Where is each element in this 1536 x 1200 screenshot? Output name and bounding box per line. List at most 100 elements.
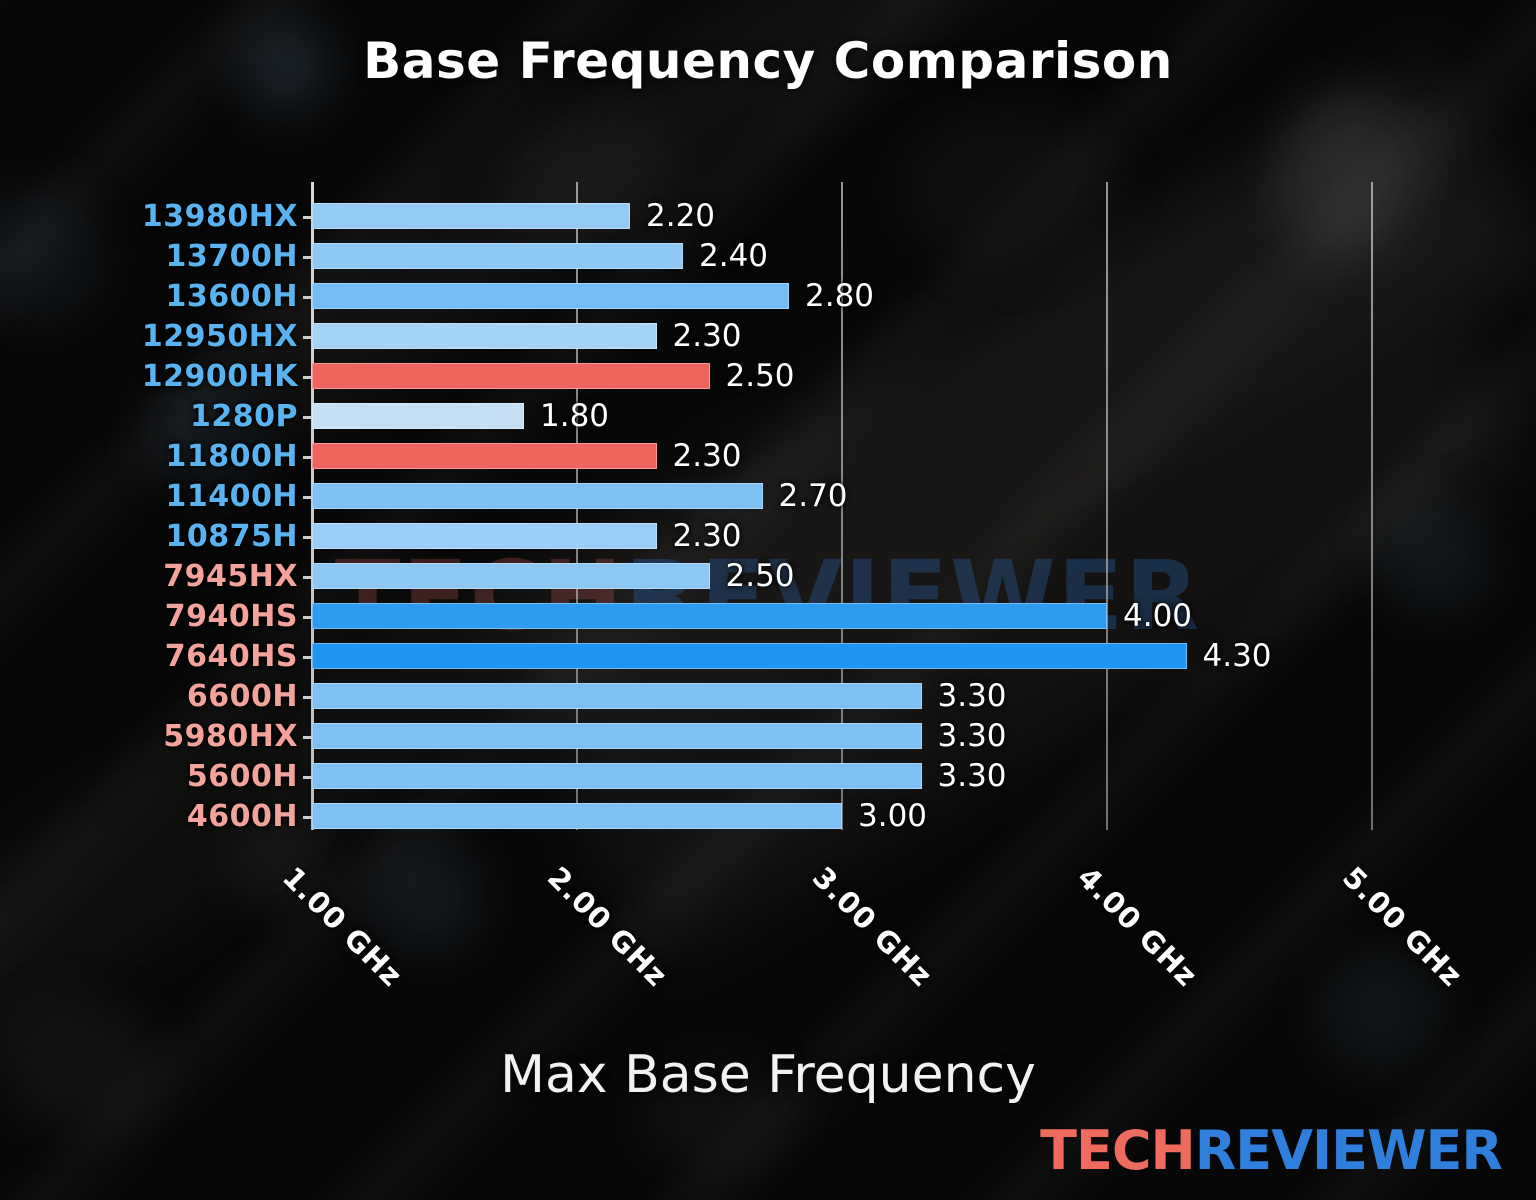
x-axis-tick-label: 3.00 GHz <box>805 860 940 994</box>
category-label-5980hx: 5980HX <box>163 718 298 754</box>
background-bokeh-9 <box>0 1000 160 1130</box>
background-bokeh-2 <box>150 370 270 490</box>
background-bokeh-8 <box>1320 950 1440 1070</box>
y-axis-tick <box>303 736 312 739</box>
category-label-7640hs: 7640HS <box>164 638 298 674</box>
category-label-13700h: 13700H <box>165 238 298 274</box>
logo-tech-text: TECH <box>1040 1119 1196 1182</box>
category-label-7945hx: 7945HX <box>163 558 298 594</box>
background-bokeh-12 <box>900 110 1120 270</box>
category-label-4600h: 4600H <box>186 798 298 834</box>
bar-11800h[interactable] <box>312 443 657 469</box>
category-label-13600h: 13600H <box>165 278 298 314</box>
y-axis-tick <box>303 336 312 339</box>
bar-12900hk[interactable] <box>312 363 710 389</box>
bar-13600h[interactable] <box>312 283 789 309</box>
y-axis-tick <box>303 776 312 779</box>
bar-value-label-12900hk: 2.50 <box>725 358 795 394</box>
y-axis-tick <box>303 296 312 299</box>
logo-reviewer-text: REVIEWER <box>1194 1119 1503 1182</box>
bar-row: 7945HX 2.50 <box>0 556 1536 596</box>
x-axis-tick-label: 2.00 GHz <box>540 860 675 994</box>
bar-value-label-13700h: 2.40 <box>699 238 769 274</box>
gridline-5-00-ghz <box>1371 182 1373 830</box>
y-axis-tick <box>303 656 312 659</box>
category-label-13980hx: 13980HX <box>141 198 298 234</box>
category-label-12950hx: 12950HX <box>141 318 298 354</box>
bar-row: 4600H 3.00 <box>0 796 1536 836</box>
background-bokeh-3 <box>0 190 100 320</box>
bar-value-label-13600h: 2.80 <box>805 278 875 314</box>
bar-value-label-11400h: 2.70 <box>778 478 848 514</box>
bar-row: 1280P 1.80 <box>0 396 1536 436</box>
x-axis-tick-label: 4.00 GHz <box>1070 860 1205 994</box>
background-bokeh-4 <box>370 840 480 950</box>
x-axis-tick-label: 5.00 GHz <box>1335 860 1470 994</box>
bar-value-label-4600h: 3.00 <box>858 798 928 834</box>
bar-row: 5600H 3.30 <box>0 756 1536 796</box>
y-axis-tick <box>303 256 312 259</box>
bar-row: 13700H 2.40 <box>0 236 1536 276</box>
bar-value-label-7940hs: 4.00 <box>1123 598 1193 634</box>
y-axis-tick <box>303 816 312 819</box>
bar-6600h[interactable] <box>312 683 922 709</box>
bar-value-label-7640hs: 4.30 <box>1202 638 1272 674</box>
bar-row: 12950HX 2.30 <box>0 316 1536 356</box>
bar-row: 7640HS 4.30 <box>0 636 1536 676</box>
bar-7640hs[interactable] <box>312 643 1187 669</box>
techreviewer-logo: TECHREVIEWER <box>1040 1119 1503 1182</box>
background-bokeh-1 <box>240 20 330 110</box>
category-label-6600h: 6600H <box>186 678 298 714</box>
x-axis-label: Max Base Frequency <box>500 1045 1036 1105</box>
bar-row: 6600H 3.30 <box>0 676 1536 716</box>
bar-value-label-12950hx: 2.30 <box>672 318 742 354</box>
x-axis-tick-label: 1.00 GHz <box>275 860 410 994</box>
bar-7945hx[interactable] <box>312 563 710 589</box>
bar-11400h[interactable] <box>312 483 763 509</box>
bar-row: 12900HK 2.50 <box>0 356 1536 396</box>
bar-1280p[interactable] <box>312 403 524 429</box>
gridline-3-00-ghz <box>841 182 843 830</box>
y-axis-tick <box>303 576 312 579</box>
chart-title: Base Frequency Comparison <box>363 32 1173 90</box>
y-axis-tick <box>303 456 312 459</box>
bar-value-label-1280p: 1.80 <box>540 398 610 434</box>
bar-13700h[interactable] <box>312 243 683 269</box>
category-label-1280p: 1280P <box>190 398 298 434</box>
bar-10875h[interactable] <box>312 523 657 549</box>
bar-7940hs[interactable] <box>312 603 1107 629</box>
bar-value-label-13980hx: 2.20 <box>646 198 716 234</box>
bar-13980hx[interactable] <box>312 203 630 229</box>
bar-value-label-11800h: 2.30 <box>672 438 742 474</box>
y-axis-tick <box>303 216 312 219</box>
bar-row: 13980HX 2.20 <box>0 196 1536 236</box>
background-bokeh-10 <box>640 1060 790 1170</box>
y-axis-tick <box>303 696 312 699</box>
y-axis-tick <box>303 496 312 499</box>
bar-value-label-5980hx: 3.30 <box>937 718 1007 754</box>
background-bokeh-7 <box>1380 500 1490 610</box>
bar-value-label-7945hx: 2.50 <box>725 558 795 594</box>
bar-row: 13600H 2.80 <box>0 276 1536 316</box>
category-label-12900hk: 12900HK <box>141 358 298 394</box>
category-label-11800h: 11800H <box>165 438 298 474</box>
background-bokeh-5 <box>240 820 330 910</box>
bar-value-label-5600h: 3.30 <box>937 758 1007 794</box>
gridline-4-00-ghz <box>1106 182 1108 830</box>
bar-row: 10875H 2.30 <box>0 516 1536 556</box>
bar-row: 7940HS 4.00 <box>0 596 1536 636</box>
bar-12950hx[interactable] <box>312 323 657 349</box>
bar-value-label-6600h: 3.30 <box>937 678 1007 714</box>
y-axis-tick <box>303 536 312 539</box>
bar-5600h[interactable] <box>312 763 922 789</box>
category-label-5600h: 5600H <box>186 758 298 794</box>
bar-4600h[interactable] <box>312 803 842 829</box>
category-label-11400h: 11400H <box>165 478 298 514</box>
category-label-10875h: 10875H <box>165 518 298 554</box>
bar-5980hx[interactable] <box>312 723 922 749</box>
